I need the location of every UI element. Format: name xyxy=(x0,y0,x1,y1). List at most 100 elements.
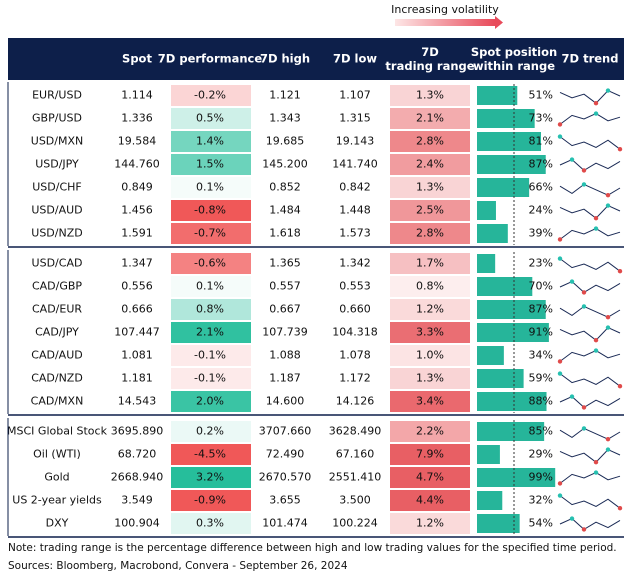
spark-high xyxy=(581,304,587,309)
position-bar xyxy=(477,422,545,441)
position-label: 66% xyxy=(529,181,553,194)
range-cell xyxy=(390,368,470,389)
spark-low xyxy=(581,405,587,410)
range-cell xyxy=(390,154,470,175)
cell: 3.3% xyxy=(416,326,444,339)
cell: 2.8% xyxy=(416,135,444,148)
cell: 0.2% xyxy=(196,425,224,438)
perf-cell xyxy=(171,444,251,465)
position-bar xyxy=(477,132,541,151)
cell: USD/JPY xyxy=(35,158,79,171)
cell: USD/MXN xyxy=(31,135,83,148)
spark-high xyxy=(557,256,563,261)
position-bar xyxy=(477,86,518,105)
cell: 1.342 xyxy=(339,257,371,270)
range-cell xyxy=(390,131,470,152)
cell: 0.666 xyxy=(121,303,153,316)
perf-cell xyxy=(171,177,251,198)
position-label: 85% xyxy=(529,425,553,438)
cell: 7.9% xyxy=(416,448,444,461)
cell: USD/AUD xyxy=(31,204,82,217)
cell: 107.447 xyxy=(114,326,160,339)
cell: 3.2% xyxy=(196,471,224,484)
cell: 2.4% xyxy=(416,158,444,171)
position-bar xyxy=(477,346,504,365)
spark-low xyxy=(581,290,587,295)
position-bar xyxy=(477,369,524,388)
range-cell xyxy=(390,85,470,106)
cell: 2.1% xyxy=(416,112,444,125)
cell: -0.1% xyxy=(194,372,226,385)
cell: 1.0% xyxy=(416,349,444,362)
cell: 0.8% xyxy=(196,303,224,316)
position-bar xyxy=(477,178,530,197)
cell: 145.200 xyxy=(262,158,308,171)
spark-low xyxy=(557,481,563,486)
spark-low xyxy=(617,384,623,389)
cell: 0.842 xyxy=(339,181,371,194)
position-label: 73% xyxy=(529,112,553,125)
spark-high xyxy=(557,493,563,498)
header-cell: Spot xyxy=(122,52,152,66)
position-label: 23% xyxy=(529,257,553,270)
cell: 3.4% xyxy=(416,395,444,408)
cell: 1.3% xyxy=(416,89,444,102)
spark-high xyxy=(605,203,611,208)
cell: 2.8% xyxy=(416,227,444,240)
cell: 1.5% xyxy=(196,158,224,171)
cell: 3.500 xyxy=(339,494,371,507)
cell: 0.557 xyxy=(269,280,301,293)
position-bar xyxy=(477,491,503,510)
cell: 0.849 xyxy=(121,181,153,194)
cell: 1.3% xyxy=(416,181,444,194)
cell: 19.143 xyxy=(336,135,375,148)
cell: 1.3% xyxy=(416,372,444,385)
cell: -0.2% xyxy=(194,89,226,102)
perf-cell xyxy=(171,223,251,244)
position-bar xyxy=(477,224,508,243)
cell: 141.740 xyxy=(332,158,378,171)
perf-cell xyxy=(171,368,251,389)
spark-low xyxy=(605,437,611,442)
position-bar xyxy=(477,300,546,319)
position-bar xyxy=(477,109,535,128)
position-label: 34% xyxy=(529,349,553,362)
cell: 2.2% xyxy=(416,425,444,438)
position-bar xyxy=(477,323,549,342)
spark-high xyxy=(593,470,599,475)
perf-cell xyxy=(171,276,251,297)
sparkline xyxy=(559,204,621,219)
cell: 0.1% xyxy=(196,280,224,293)
position-label: 39% xyxy=(529,227,553,240)
header-cell: 7D high xyxy=(260,52,310,66)
spark-high xyxy=(593,226,599,231)
cell: 2551.410 xyxy=(329,471,382,484)
cell: CAD/AUD xyxy=(31,349,82,362)
cell: 104.318 xyxy=(332,326,378,339)
perf-cell xyxy=(171,345,251,366)
perf-cell xyxy=(171,85,251,106)
cell: 1.591 xyxy=(121,227,153,240)
cell: 1.484 xyxy=(269,204,301,217)
position-label: 87% xyxy=(529,158,553,171)
position-bar xyxy=(477,155,546,174)
header-cell: 7D trading range xyxy=(385,45,474,73)
perf-cell xyxy=(171,490,251,511)
cell: CAD/MXN xyxy=(31,395,84,408)
cell: 1.7% xyxy=(416,257,444,270)
spark-high xyxy=(605,88,611,93)
position-bar xyxy=(477,514,520,533)
perf-cell xyxy=(171,299,251,320)
sparkline xyxy=(559,258,621,272)
position-label: 91% xyxy=(529,326,553,339)
cell: EUR/USD xyxy=(32,89,82,102)
cell: 1.187 xyxy=(269,372,301,385)
range-cell xyxy=(390,444,470,465)
position-label: 88% xyxy=(529,395,553,408)
note: Note: trading range is the percentage di… xyxy=(8,542,617,554)
spark-high xyxy=(569,279,575,284)
sparkline xyxy=(559,396,621,409)
position-label: 29% xyxy=(529,448,553,461)
cell: 2.1% xyxy=(196,326,224,339)
